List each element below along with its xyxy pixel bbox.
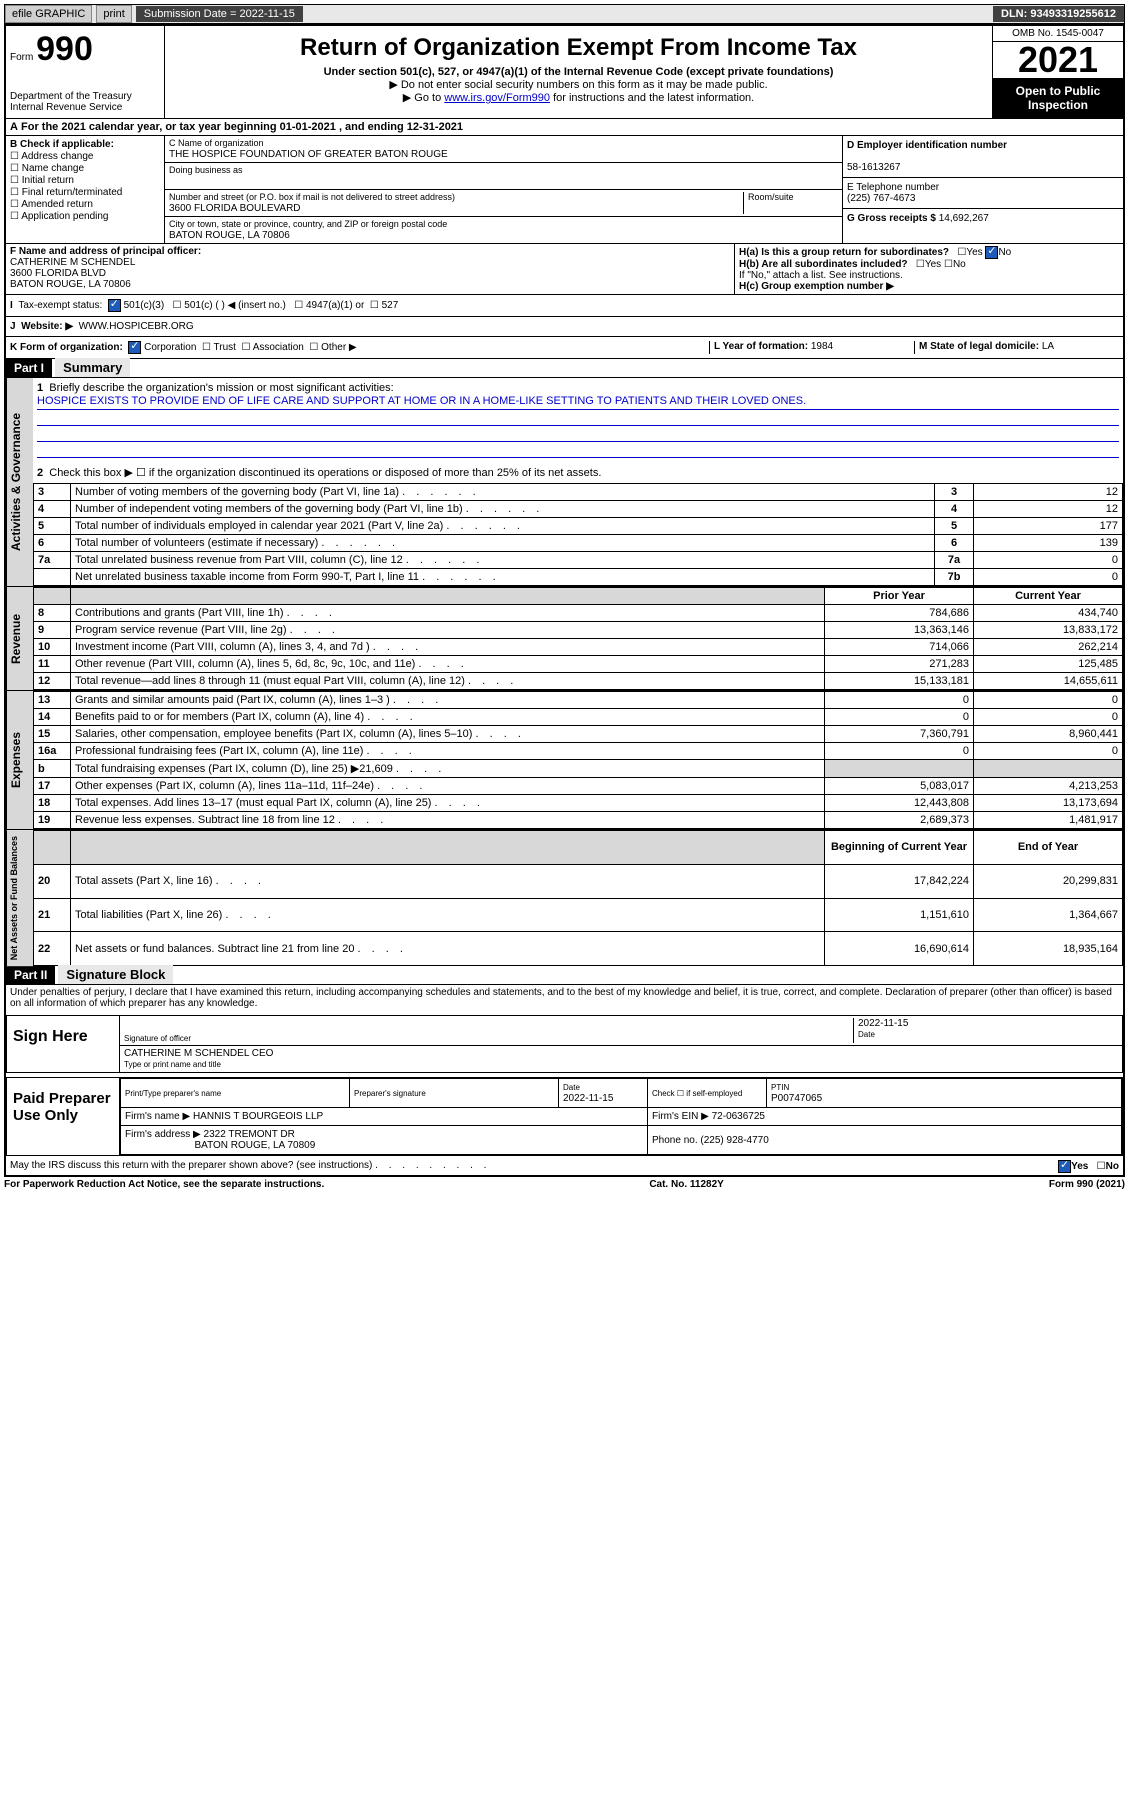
expenses-section: Expenses 13Grants and similar amounts pa… xyxy=(6,690,1123,829)
firm-ein: 72-0636725 xyxy=(712,1111,765,1122)
dln-label: DLN: 93493319255612 xyxy=(993,6,1124,22)
state-domicile: LA xyxy=(1042,341,1054,352)
website-url: WWW.HOSPICEBR.ORG xyxy=(79,321,194,332)
form-number: 990 xyxy=(36,30,93,68)
mission-text: HOSPICE EXISTS TO PROVIDE END OF LIFE CA… xyxy=(37,395,1119,410)
col-b-checkboxes: B Check if applicable: ☐ Address change … xyxy=(6,136,165,243)
ptin: P00747065 xyxy=(771,1093,822,1104)
form-header: Form 990 Department of the Treasury Inte… xyxy=(6,26,1123,119)
year-formation: 1984 xyxy=(811,341,833,352)
efile-label: efile GRAPHIC xyxy=(5,5,92,23)
form-word: Form xyxy=(10,52,33,63)
discuss-yes-check[interactable]: ✓ xyxy=(1058,1160,1071,1173)
chk-final[interactable]: ☐ Final return/terminated xyxy=(10,187,160,198)
top-toolbar: efile GRAPHIC print Submission Date = 20… xyxy=(4,4,1125,24)
col-c-org: C Name of organization THE HOSPICE FOUND… xyxy=(165,136,843,243)
row-i-status: I Tax-exempt status: ✓ 501(c)(3) ☐ 501(c… xyxy=(6,295,1123,317)
revenue-section: Revenue Prior YearCurrent Year8Contribut… xyxy=(6,586,1123,690)
firm-name: HANNIS T BOURGEOIS LLP xyxy=(193,1111,323,1122)
subtitle-1: Under section 501(c), 527, or 4947(a)(1)… xyxy=(169,66,988,78)
org-address: 3600 FLORIDA BOULEVARD xyxy=(169,203,301,214)
governance-section: Activities & Governance 1 Briefly descri… xyxy=(6,377,1123,586)
tax-year: 2021 xyxy=(993,42,1123,78)
netassets-table: Beginning of Current YearEnd of Year20To… xyxy=(33,830,1123,966)
part-2: Part II Signature Block xyxy=(6,966,1123,984)
part-1: Part I Summary xyxy=(6,359,1123,377)
paid-preparer-block: Paid Preparer Use Only Print/Type prepar… xyxy=(6,1077,1123,1156)
ha-no-check[interactable]: ✓ xyxy=(985,246,998,259)
print-button[interactable]: print xyxy=(96,5,131,23)
governance-table: 3Number of voting members of the governi… xyxy=(33,483,1123,586)
dept-treasury: Department of the Treasury xyxy=(10,91,160,102)
chk-amended[interactable]: ☐ Amended return xyxy=(10,199,160,210)
ein: 58-1613267 xyxy=(847,162,900,173)
chk-pending[interactable]: ☐ Application pending xyxy=(10,211,160,222)
form-container: Form 990 Department of the Treasury Inte… xyxy=(4,24,1125,1177)
perjury-decl: Under penalties of perjury, I declare th… xyxy=(6,984,1123,1011)
corp-check[interactable]: ✓ xyxy=(128,341,141,354)
row-j-website: J Website: ▶ WWW.HOSPICEBR.ORG xyxy=(6,317,1123,337)
may-irs-discuss: May the IRS discuss this return with the… xyxy=(6,1156,1123,1175)
sign-date: 2022-11-15 xyxy=(858,1018,908,1029)
revenue-table: Prior YearCurrent Year8Contributions and… xyxy=(33,587,1123,690)
open-inspection: Open to PublicInspection xyxy=(993,78,1123,118)
irs-link[interactable]: www.irs.gov/Form990 xyxy=(444,92,550,104)
501c3-check[interactable]: ✓ xyxy=(108,299,121,312)
info-grid: B Check if applicable: ☐ Address change … xyxy=(6,136,1123,244)
sign-here-block: Sign Here Signature of officer 2022-11-1… xyxy=(6,1015,1123,1073)
org-name: THE HOSPICE FOUNDATION OF GREATER BATON … xyxy=(169,149,448,160)
irs-label: Internal Revenue Service xyxy=(10,102,160,113)
col-de: D Employer identification number 58-1613… xyxy=(843,136,1123,243)
submission-date: Submission Date = 2022-11-15 xyxy=(136,6,303,22)
row-k: K Form of organization: ✓ Corporation ☐ … xyxy=(6,337,1123,359)
page-footer: For Paperwork Reduction Act Notice, see … xyxy=(4,1177,1125,1192)
chk-address[interactable]: ☐ Address change xyxy=(10,151,160,162)
form-title: Return of Organization Exempt From Incom… xyxy=(169,34,988,62)
telephone: (225) 767-4673 xyxy=(847,193,915,204)
chk-name[interactable]: ☐ Name change xyxy=(10,163,160,174)
gross-receipts: 14,692,267 xyxy=(939,213,989,224)
chk-initial[interactable]: ☐ Initial return xyxy=(10,175,160,186)
org-city: BATON ROUGE, LA 70806 xyxy=(169,230,290,241)
row-f-h: F Name and address of principal officer:… xyxy=(6,244,1123,295)
netassets-section: Net Assets or Fund Balances Beginning of… xyxy=(6,829,1123,966)
officer-name: CATHERINE M SCHENDEL xyxy=(10,257,135,268)
row-a-period: A For the 2021 calendar year, or tax yea… xyxy=(6,119,1123,136)
officer-sig-name: CATHERINE M SCHENDEL CEO xyxy=(124,1048,273,1059)
subtitle-3: ▶ Go to www.irs.gov/Form990 for instruct… xyxy=(169,91,988,104)
expenses-table: 13Grants and similar amounts paid (Part … xyxy=(33,691,1123,829)
subtitle-2: ▶ Do not enter social security numbers o… xyxy=(169,78,988,91)
firm-phone: (225) 928-4770 xyxy=(700,1135,768,1146)
